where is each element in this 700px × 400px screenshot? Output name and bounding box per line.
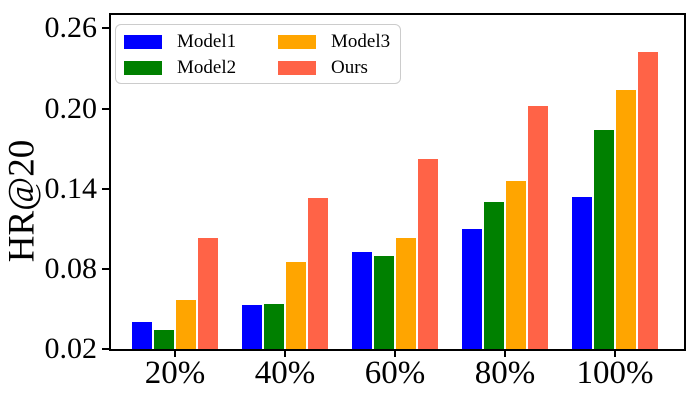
- legend-item-model2: Model2: [124, 55, 236, 81]
- bar-model1-60pct: [351, 251, 373, 349]
- bar-model2-100pct: [593, 129, 615, 349]
- bar-ours-80pct: [527, 105, 549, 349]
- y-tick-mark-0.08: [102, 267, 109, 270]
- y-tick-label-0.14: 0.14: [44, 171, 98, 205]
- x-tick-mark-20pct: [174, 351, 176, 357]
- x-tick-mark-40pct: [284, 351, 286, 357]
- x-tick-label-80pct: 80%: [474, 355, 536, 391]
- bar-model3-60pct: [395, 238, 417, 349]
- y-tick-mark-0.26: [102, 27, 109, 30]
- x-tick-mark-60pct: [394, 351, 396, 357]
- y-tick-label-0.20: 0.20: [44, 91, 98, 125]
- bar-ours-20pct: [197, 238, 219, 349]
- x-tick-mark-100pct: [614, 351, 616, 357]
- bar-model2-60pct: [373, 255, 395, 349]
- bar-model1-20pct: [131, 322, 153, 349]
- legend-label-model3: Model3: [331, 31, 391, 52]
- bar-model2-20pct: [153, 330, 175, 349]
- legend: Model1 Model2 Model3 Ours: [115, 24, 401, 84]
- bar-model2-80pct: [483, 202, 505, 349]
- x-tick-label-60pct: 60%: [364, 355, 426, 391]
- bar-ours-60pct: [417, 159, 439, 349]
- legend-swatch-model2: [124, 61, 162, 75]
- bar-model1-100pct: [571, 196, 593, 349]
- legend-swatch-model3: [278, 35, 316, 49]
- y-tick-mark-0.02: [102, 348, 109, 350]
- bar-model1-80pct: [461, 228, 483, 349]
- legend-label-model2: Model2: [177, 57, 237, 78]
- bar-ours-40pct: [307, 198, 329, 349]
- legend-column-0: Model1 Model2: [124, 29, 236, 81]
- bar-ours-100pct: [637, 52, 659, 349]
- bar-model3-40pct: [285, 262, 307, 349]
- legend-item-model3: Model3: [278, 29, 390, 55]
- legend-item-ours: Ours: [278, 55, 390, 81]
- y-tick-label-0.08: 0.08: [44, 251, 98, 285]
- legend-item-model1: Model1: [124, 29, 236, 55]
- y-tick-label-0.26: 0.26: [44, 11, 98, 45]
- x-tick-label-20pct: 20%: [144, 355, 206, 391]
- y-tick-mark-0.14: [102, 187, 109, 190]
- legend-label-model1: Model1: [177, 31, 237, 52]
- y-tick-label-0.02: 0.02: [44, 332, 98, 365]
- legend-column-1: Model3 Ours: [278, 29, 390, 81]
- bar-model3-100pct: [615, 89, 637, 349]
- bar-model3-20pct: [175, 299, 197, 349]
- bar-model3-80pct: [505, 180, 527, 349]
- bar-model2-40pct: [263, 303, 285, 349]
- x-tick-mark-80pct: [504, 351, 506, 357]
- y-tick-mark-0.20: [102, 107, 109, 110]
- x-tick-label-100pct: 100%: [576, 355, 654, 391]
- legend-swatch-model1: [124, 35, 162, 49]
- bar-model1-40pct: [241, 304, 263, 349]
- legend-swatch-ours: [278, 61, 316, 75]
- legend-label-ours: Ours: [331, 57, 368, 78]
- x-tick-label-40pct: 40%: [254, 355, 316, 391]
